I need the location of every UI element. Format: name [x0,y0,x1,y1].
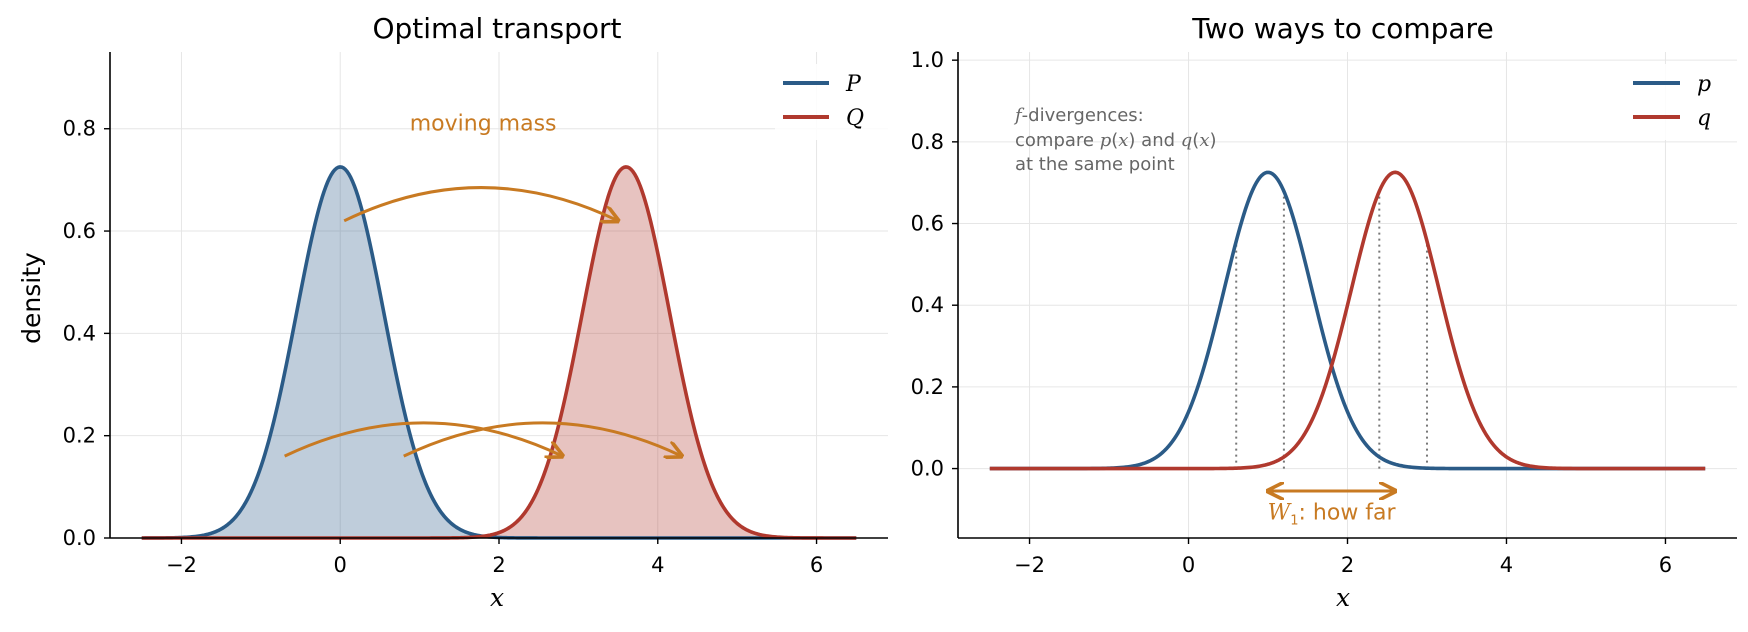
x-tick-label: 2 [492,553,505,577]
chart-title-right: Two ways to compare [1191,12,1493,45]
x-tick-label: 6 [1659,553,1672,577]
chart-two-ways: −2 0 2 4 6 0.0 0.2 0.4 0.6 0.8 1.0 Two ways to co… [911,12,1740,612]
density-fill-P [141,166,857,538]
legend-right: p q [1625,64,1740,140]
x-ticks-left: −2 0 2 4 6 [166,538,823,577]
y-tick-label: 0.0 [63,526,96,550]
y-tick-label: 0.8 [911,130,944,154]
chart-title-left: Optimal transport [372,12,621,45]
grid-right [958,52,1737,538]
x-tick-label: −2 [1014,553,1045,577]
note-line-2: compare p(x) and q(x) [1015,130,1217,151]
x-axis-label-right: x [1336,583,1350,612]
w1-label: W1: how far [1268,501,1397,529]
x-tick-label: 0 [334,553,347,577]
note-line-3: at the same point [1015,154,1175,175]
y-tick-label: 0.4 [63,321,96,345]
transport-arrow [284,421,563,456]
curves-right [989,170,1706,471]
y-tick-label: 0.0 [911,457,944,481]
y-tick-label: 1.0 [911,48,944,72]
x-tick-label: 0 [1182,553,1195,577]
legend-label-Q: Q [846,106,864,131]
y-ticks-right: 0.0 0.2 0.4 0.6 0.8 1.0 [911,48,958,481]
legend-left: P Q [775,64,890,140]
legend-label-q: q [1697,106,1711,131]
y-tick-label: 0.2 [63,424,96,448]
y-tick-label: 0.8 [63,117,96,141]
divergence-vlines [1235,191,1428,469]
density-curve-q [989,170,1706,471]
moving-mass-annotation: moving mass [410,112,557,137]
x-axis-label-left: x [490,583,504,612]
transport-arrow [343,186,618,221]
y-ticks-left: 0.0 0.2 0.4 0.6 0.8 [63,117,110,550]
y-tick-label: 0.2 [911,375,944,399]
y-tick-label: 0.6 [911,212,944,236]
chart-optimal-transport: −2 0 2 4 6 0.0 0.2 0.4 0.6 0.8 Optimal transport… [17,12,890,612]
x-tick-label: 4 [1500,553,1513,577]
transport-arrows [284,186,682,457]
legend-label-P: P [845,72,862,97]
x-ticks-right: −2 0 2 4 6 [1014,538,1672,577]
x-tick-label: 6 [810,553,823,577]
legend-label-p: p [1697,72,1711,97]
y-tick-label: 0.6 [63,219,96,243]
y-tick-label: 0.4 [911,293,944,317]
note-line-1: f-divergences: [1013,105,1144,126]
y-axis-label-left: density [17,252,46,344]
x-tick-label: 2 [1341,553,1354,577]
transport-arrow [403,421,682,456]
f-divergence-note: f-divergences: compare p(x) and q(x) at … [1013,105,1217,175]
x-tick-label: 4 [651,553,664,577]
x-tick-label: −2 [166,553,197,577]
